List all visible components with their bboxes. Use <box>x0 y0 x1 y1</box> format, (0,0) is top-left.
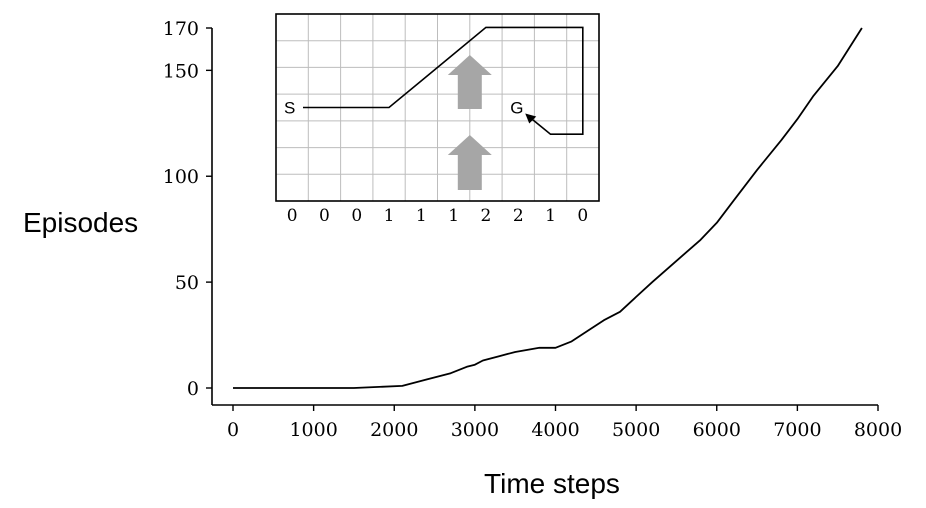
wind-strength-label: 0 <box>577 206 588 226</box>
wind-arrow-icon <box>447 55 492 109</box>
wind-arrow-icon <box>447 135 492 190</box>
y-axis-label: Episodes <box>23 207 138 238</box>
gridworld-inset: S G 0 0 0 1 1 1 2 2 1 0 <box>275 13 600 226</box>
x-tick-label: 8000 <box>854 419 902 441</box>
wind-strength-label: 0 <box>351 206 362 226</box>
axes: 0 1000 2000 3000 4000 5000 6000 7000 80000501001… <box>163 18 902 441</box>
x-tick-label: 2000 <box>370 419 418 441</box>
x-tick-label: 4000 <box>531 419 579 441</box>
wind-strength-label: 0 <box>287 206 298 226</box>
wind-strength-label: 1 <box>545 206 556 226</box>
wind-strength-label: 1 <box>384 206 395 226</box>
y-tick-label: 150 <box>163 60 199 82</box>
wind-arrows <box>447 55 492 190</box>
x-tick-label: 7000 <box>773 419 821 441</box>
goal-arrowhead-icon <box>525 113 537 124</box>
wind-strength-labels: 0 0 0 1 1 1 2 2 1 0 <box>287 206 589 226</box>
wind-strength-label: 1 <box>448 206 459 226</box>
wind-strength-label: 0 <box>319 206 330 226</box>
start-label: S <box>284 99 295 118</box>
y-tick-label: 0 <box>187 378 199 400</box>
x-tick-label: 0 <box>227 419 239 441</box>
goal-label: G <box>510 99 523 118</box>
x-tick-label: 6000 <box>693 419 741 441</box>
y-tick-label: 170 <box>163 18 199 40</box>
episodes-series-line <box>233 27 863 389</box>
wind-strength-label: 2 <box>513 206 524 226</box>
x-tick-label: 5000 <box>612 419 660 441</box>
wind-strength-label: 2 <box>481 206 492 226</box>
x-tick-label: 3000 <box>451 419 499 441</box>
gridworld-border <box>275 13 600 202</box>
y-tick-label: 50 <box>175 272 199 294</box>
agent-path <box>303 26 584 135</box>
wind-strength-label: 1 <box>416 206 427 226</box>
y-tick-label: 100 <box>163 166 199 188</box>
x-tick-label: 1000 <box>289 419 337 441</box>
x-axis-label: Time steps <box>484 468 620 499</box>
